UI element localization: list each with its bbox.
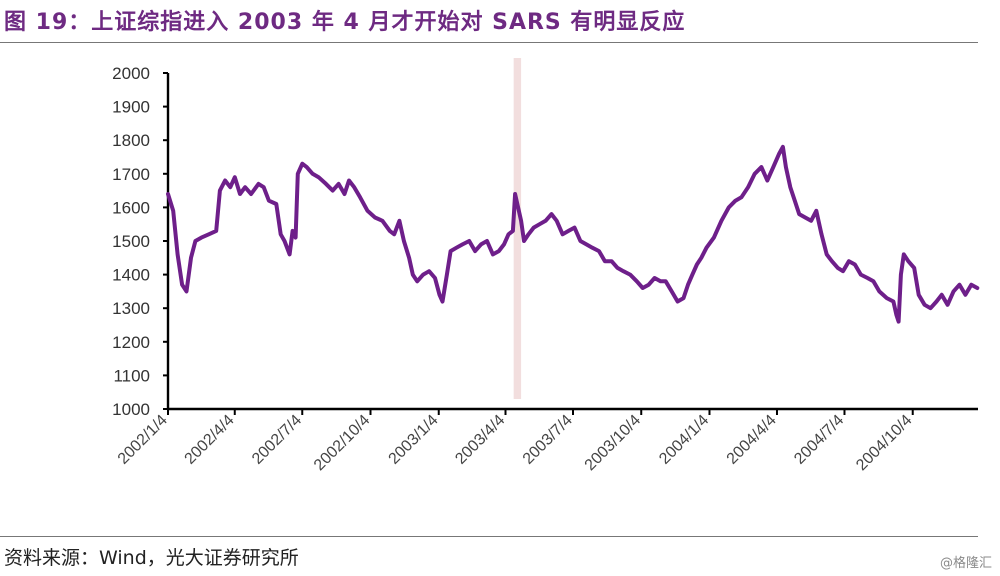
x-tick-label: 2004/4/4 bbox=[724, 412, 780, 468]
x-tick-label: 2004/7/4 bbox=[791, 412, 847, 468]
x-tick-label: 2003/10/4 bbox=[582, 412, 644, 474]
y-tick-label: 1200 bbox=[112, 333, 150, 352]
source-note: 资料来源：Wind，光大证券研究所 bbox=[4, 547, 299, 569]
y-tick-label: 1600 bbox=[112, 198, 150, 217]
x-tick-label: 2003/1/4 bbox=[386, 412, 442, 468]
x-tick-label: 2004/1/4 bbox=[656, 412, 712, 468]
highlight-layer bbox=[513, 58, 522, 399]
series-layer bbox=[166, 144, 980, 324]
axes-layer: 1000 1100 1200 1300 1400 1500 1600 1700 1800 1900… bbox=[112, 64, 978, 474]
top-rule bbox=[0, 42, 978, 43]
y-tick-label: 1700 bbox=[112, 165, 150, 184]
sars-highlight-band bbox=[513, 58, 522, 399]
x-tick-label: 2002/10/4 bbox=[311, 412, 373, 474]
index-line-chart: 1000 1100 1200 1300 1400 1500 1600 1700 1800 1900… bbox=[112, 58, 980, 474]
x-tick-label: 2003/4/4 bbox=[452, 412, 508, 468]
y-tick-label: 2000 bbox=[112, 64, 150, 83]
x-tick-label: 2004/10/4 bbox=[853, 412, 915, 474]
y-tick-label: 1900 bbox=[112, 98, 150, 117]
x-tick-label: 2002/7/4 bbox=[249, 412, 305, 468]
figure-title: 图 19：上证综指进入 2003 年 4 月才开始对 SARS 有明显反应 bbox=[4, 10, 686, 35]
x-tick-label: 2002/4/4 bbox=[182, 412, 238, 468]
y-tick-label: 1400 bbox=[112, 266, 150, 285]
x-tick-label: 2002/1/4 bbox=[115, 412, 171, 468]
shanghai-composite-series-line bbox=[166, 144, 980, 324]
y-tick-label: 1300 bbox=[112, 299, 150, 318]
y-tick-label: 1500 bbox=[112, 232, 150, 251]
y-tick-label: 1800 bbox=[112, 131, 150, 150]
y-tick-label: 1000 bbox=[112, 400, 150, 419]
watermark: @格隆汇 bbox=[939, 556, 992, 571]
y-tick-label: 1100 bbox=[113, 366, 150, 385]
bottom-rule bbox=[0, 536, 978, 537]
x-tick-label: 2003/7/4 bbox=[520, 412, 576, 468]
